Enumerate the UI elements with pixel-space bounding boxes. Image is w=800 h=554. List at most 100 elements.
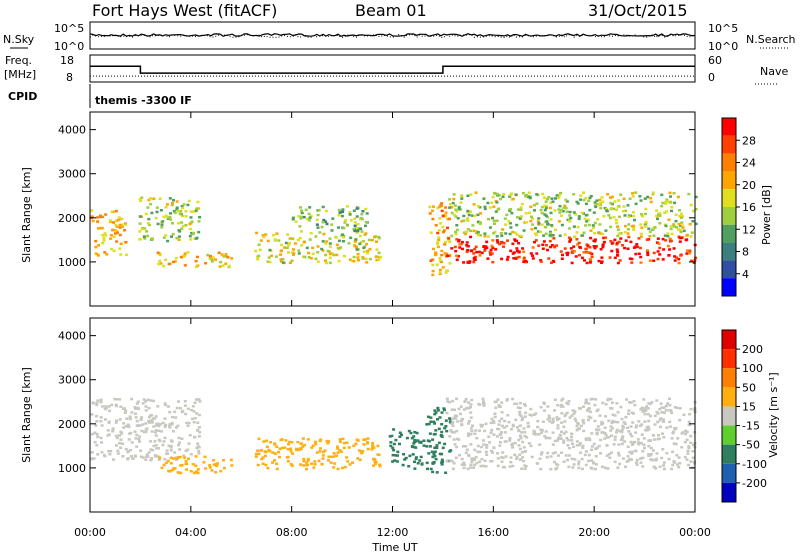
echo-cell: [542, 240, 546, 243]
echo-cell: [343, 221, 347, 224]
echo-cell: [306, 438, 310, 441]
echo-cell: [432, 420, 436, 424]
echo-cell: [95, 414, 99, 418]
echo-cell: [469, 443, 473, 446]
echo-cell: [124, 447, 128, 451]
echo-cell: [434, 224, 438, 227]
echo-cell: [594, 447, 598, 450]
echo-cell: [531, 246, 535, 249]
echo-cell: [565, 436, 569, 440]
echo-cell: [520, 467, 524, 470]
echo-cell: [522, 229, 526, 232]
echo-cell: [547, 257, 551, 260]
echo-cell: [112, 229, 116, 232]
echo-cell: [681, 226, 685, 229]
echo-cell: [588, 410, 592, 414]
echo-cell: [543, 409, 546, 412]
echo-cell: [584, 399, 588, 402]
echo-cell: [431, 470, 435, 474]
echo-cell: [155, 206, 159, 209]
echo-cell: [286, 233, 290, 236]
echo-cell: [686, 449, 690, 453]
x-tick-label: 20:00: [578, 526, 610, 539]
echo-cell: [576, 202, 580, 205]
echo-cell: [266, 239, 270, 243]
echo-cell: [99, 398, 103, 401]
echo-cell: [459, 419, 463, 423]
echo-cell: [308, 238, 312, 241]
echo-cell: [522, 258, 526, 262]
echo-cell: [555, 194, 559, 197]
echo-cell: [516, 406, 520, 409]
echo-cell: [574, 255, 578, 258]
echo-cell: [534, 433, 538, 436]
echo-cell: [360, 213, 364, 216]
echo-cell: [95, 433, 99, 436]
echo-cell: [405, 436, 409, 440]
echo-cell: [582, 198, 586, 202]
echo-cell: [431, 269, 435, 273]
echo-cell: [496, 427, 499, 431]
echo-cell: [495, 219, 499, 222]
echo-cell: [110, 210, 114, 213]
echo-cell: [440, 458, 444, 462]
echo-cell: [315, 223, 319, 226]
echo-cell: [448, 420, 452, 424]
echo-cell: [431, 209, 434, 213]
echo-cell: [168, 423, 172, 426]
echo-cell: [668, 425, 672, 428]
echo-cell: [156, 222, 160, 226]
echo-cell: [465, 448, 469, 451]
echo-cell: [355, 246, 358, 250]
beam-title: Beam 01: [355, 1, 427, 20]
echo-cell: [453, 408, 457, 412]
echo-cell: [300, 211, 304, 215]
echo-cell: [100, 226, 104, 230]
cpid-label: CPID: [8, 90, 37, 103]
echo-cell: [627, 401, 631, 404]
echo-cell: [196, 468, 200, 471]
echo-cell: [500, 411, 504, 414]
velocity-colorbar-label: Velocity [m s⁻¹]: [767, 372, 780, 457]
echo-cell: [575, 238, 579, 241]
echo-cell: [462, 261, 466, 264]
echo-cell: [673, 427, 676, 430]
echo-cell: [103, 454, 106, 457]
echo-cell: [146, 234, 150, 238]
echo-cell: [170, 421, 174, 425]
echo-cell: [210, 258, 214, 261]
echo-cell: [687, 446, 691, 450]
echo-cell: [563, 204, 567, 208]
echo-cell: [485, 453, 489, 456]
echo-cell: [372, 446, 376, 449]
echo-cell: [300, 244, 304, 247]
echo-cell: [362, 438, 366, 441]
echo-cell: [630, 458, 633, 461]
echo-cell: [442, 229, 446, 232]
echo-cell: [482, 443, 486, 446]
echo-cell: [206, 253, 210, 257]
echo-cell: [362, 443, 366, 446]
echo-cell: [435, 471, 439, 474]
echo-cell: [326, 249, 330, 253]
echo-cell: [499, 232, 503, 235]
echo-cell: [476, 444, 480, 448]
echo-cell: [530, 414, 533, 417]
echo-cell: [395, 460, 399, 463]
echo-cell: [631, 195, 635, 198]
echo-cell: [307, 212, 311, 216]
echo-cell: [569, 216, 573, 220]
echo-cell: [582, 429, 586, 433]
echo-cell: [174, 256, 178, 260]
echo-cell: [162, 236, 166, 239]
echo-cell: [546, 222, 549, 225]
echo-cell: [616, 205, 620, 209]
echo-cell: [362, 246, 366, 250]
echo-cell: [589, 236, 593, 240]
echo-cell: [308, 216, 312, 219]
echo-cell: [588, 251, 592, 255]
echo-cell: [564, 430, 568, 434]
echo-cell: [688, 223, 692, 226]
echo-cell: [510, 443, 514, 446]
echo-cell: [472, 256, 476, 260]
